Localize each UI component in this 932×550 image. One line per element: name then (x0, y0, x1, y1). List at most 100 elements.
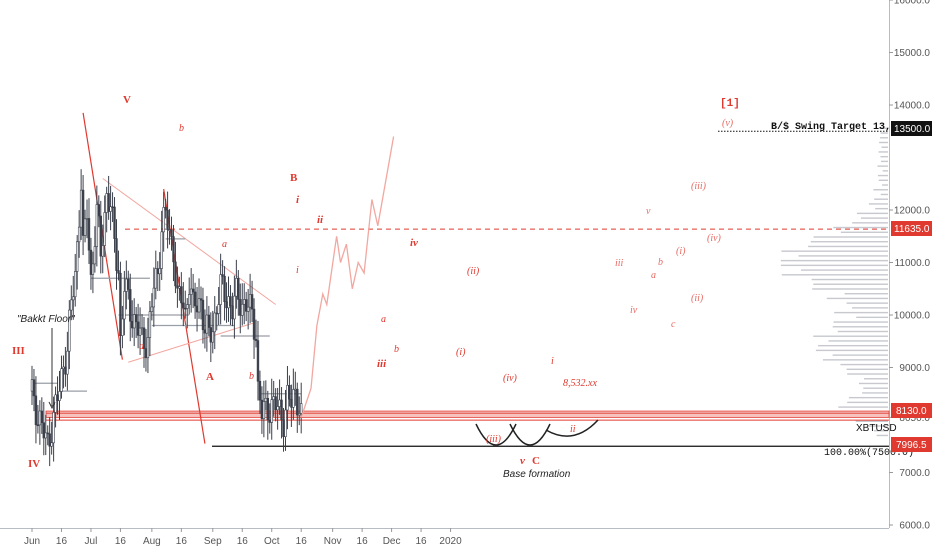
volume-bar (882, 170, 888, 172)
volume-bar (858, 382, 888, 385)
volume-bar (881, 146, 888, 148)
candle-body (211, 331, 214, 343)
candle-body (174, 261, 177, 287)
volume-bar (860, 217, 888, 219)
candle-body (217, 304, 220, 314)
x-tick-label: 16 (56, 536, 68, 547)
proj-iii: iii (615, 258, 624, 269)
volume-bar (811, 278, 888, 281)
projection-path (300, 136, 395, 418)
base-formation-label: Base formation (503, 469, 571, 480)
candle-body (68, 309, 71, 352)
price-axis[interactable]: 16000.0 15000.0 14000.0 12000.0 11000.0 10000… (889, 0, 930, 532)
y-tick-label: 10000.0 (894, 311, 931, 322)
triangle-lower (128, 322, 255, 363)
candle-body (127, 278, 130, 290)
candle-body (79, 189, 83, 228)
volume-bar (844, 293, 888, 295)
x-tick-label: 16 (176, 536, 188, 547)
candle-body (70, 299, 73, 311)
volume-bar (812, 288, 888, 290)
volume-bar (813, 236, 888, 238)
candle-body (46, 432, 49, 435)
x-tick-label: Aug (143, 536, 161, 547)
volume-bar (852, 222, 888, 224)
y-tick-label: 11000.0 (895, 258, 931, 269)
candle-body (268, 419, 271, 423)
volume-bar (880, 160, 888, 163)
candle-body (113, 206, 116, 239)
candle-body (201, 299, 205, 331)
candle-body (50, 442, 53, 447)
candle-body (117, 270, 120, 274)
svg-text:7996.5: 7996.5 (896, 440, 927, 451)
target-label: B/$ Swing Target 13,500 (771, 121, 909, 133)
volume-bar (880, 132, 888, 134)
x-tick-label: 16 (237, 536, 249, 547)
candle-body (239, 299, 242, 316)
volume-bar (832, 326, 888, 328)
y-tick-label: 8050.0 (899, 413, 930, 424)
volume-bar (847, 401, 888, 404)
candle-body (272, 396, 275, 400)
candle-body (191, 288, 195, 293)
candle-body (148, 311, 152, 338)
candle-body (136, 321, 140, 336)
candle-body (266, 397, 269, 421)
y-tick-label: 7000.0 (899, 468, 930, 479)
candle-body (246, 306, 250, 312)
candle-body (250, 294, 254, 310)
candle-body (34, 395, 38, 426)
label-b2: b (394, 344, 399, 355)
time-axis[interactable]: Jun 16 Jul 16 Aug 16 Sep 16 Oct 16 Nov 16 Dec 16 2020 (24, 528, 462, 547)
x-tick-label: Nov (324, 536, 342, 547)
candle-body (138, 327, 142, 336)
price-note: 8,532.xx (563, 378, 597, 389)
candle-body (48, 433, 51, 447)
proj-a: a (651, 270, 656, 281)
x-tick-label: Oct (264, 536, 280, 547)
candle-body (235, 277, 238, 297)
candle-body (32, 379, 36, 397)
candle-body (219, 274, 222, 305)
candle-body (176, 285, 179, 289)
candle-body (292, 389, 295, 408)
candle-body (160, 231, 163, 269)
candle-body (54, 394, 57, 413)
candle-body (229, 296, 232, 307)
label-a2: a (381, 314, 386, 325)
x-tick-label: 16 (115, 536, 127, 547)
label-A: A (206, 371, 214, 383)
candle-body (105, 193, 108, 213)
candle-body (52, 412, 55, 444)
candle-body (270, 399, 273, 423)
candle-body (77, 226, 81, 243)
candle-body (254, 339, 258, 341)
candle-body (74, 271, 77, 298)
candle-body (144, 348, 148, 359)
candle-body (233, 295, 236, 320)
candle-body (256, 340, 260, 382)
volume-bar (875, 207, 888, 210)
candle-body (107, 193, 110, 212)
candles (30, 169, 303, 467)
axis-tag-target: 13500.0 (891, 121, 932, 136)
volume-bar (810, 241, 888, 243)
candle-body (237, 277, 240, 300)
candle-body (93, 246, 97, 265)
volume-bar (822, 359, 888, 361)
volume-profile (780, 127, 888, 437)
volume-bar (868, 425, 888, 427)
candle-body (129, 289, 132, 322)
volume-bar (808, 245, 888, 248)
support-band (45, 410, 890, 418)
label-iv-bold: iv (410, 237, 418, 249)
candle-body (152, 287, 156, 308)
candle-body (95, 204, 99, 247)
x-tick-label: Dec (383, 536, 401, 547)
candle-body (284, 409, 287, 438)
volume-bar (856, 212, 888, 215)
candle-body (197, 298, 201, 313)
candle-body (278, 399, 281, 407)
